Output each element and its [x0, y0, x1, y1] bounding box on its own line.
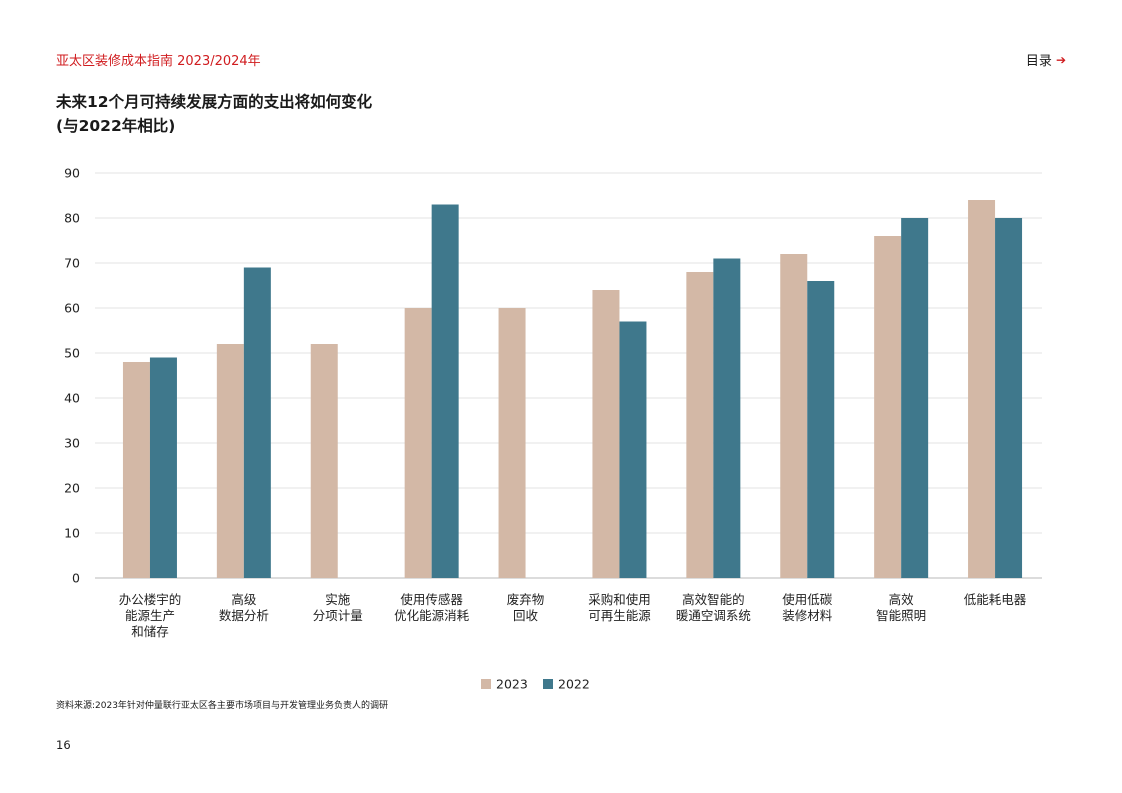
bar-2023-4 — [498, 308, 526, 578]
table-of-contents-link[interactable]: 目录 ➔ — [1025, 50, 1066, 70]
bar-2023-9 — [968, 200, 996, 578]
y-tick-label: 40 — [64, 391, 80, 406]
bar-2023-8 — [874, 236, 902, 578]
y-tick-label: 70 — [64, 256, 80, 271]
page-number: 16 — [56, 738, 71, 752]
bar-2023-7 — [780, 254, 808, 578]
bar-2022-6 — [713, 258, 741, 578]
category-label: 和储存 — [131, 624, 169, 639]
legend-label-2023: 2023 — [496, 677, 528, 692]
category-label: 废弃物 — [507, 592, 545, 607]
category-label: 使用低碳 — [782, 592, 833, 607]
toc-label: 目录 — [1025, 54, 1052, 69]
category-label: 能源生产 — [125, 608, 175, 623]
category-label: 低能耗电器 — [964, 592, 1027, 607]
category-label: 可再生能源 — [588, 608, 651, 623]
category-label: 使用传感器 — [400, 592, 463, 607]
category-label: 分项计量 — [313, 608, 363, 623]
bar-2022-7 — [807, 281, 835, 578]
chart-title-line-1: 未来12个月可持续发展方面的支出将如何变化 — [56, 93, 373, 111]
legend-swatch-2023 — [481, 679, 491, 689]
y-tick-label: 50 — [64, 346, 80, 361]
y-tick-label: 30 — [64, 436, 80, 451]
y-tick-label: 20 — [64, 481, 80, 496]
source-note: 资料来源:2023年针对仲量联行亚太区各主要市场项目与开发管理业务负责人的调研 — [56, 701, 388, 711]
category-label: 办公楼宇的 — [119, 592, 182, 607]
chart-title: 未来12个月可持续发展方面的支出将如何变化 (与2022年相比) — [56, 90, 372, 138]
bar-2022-3 — [431, 204, 459, 578]
y-tick-label: 0 — [72, 571, 80, 586]
category-label: 优化能源消耗 — [394, 608, 470, 623]
bar-2022-0 — [149, 357, 177, 578]
bar-2023-1 — [216, 344, 244, 578]
arrow-right-icon: ➔ — [1055, 52, 1066, 67]
category-label: 装修材料 — [782, 608, 833, 623]
bar-2022-9 — [995, 218, 1023, 578]
category-label: 回收 — [513, 608, 539, 623]
legend-swatch-2022 — [543, 679, 553, 689]
bar-2023-6 — [686, 272, 714, 578]
category-label: 数据分析 — [219, 608, 269, 623]
category-label: 高效 — [889, 592, 915, 607]
chart-title-line-2: (与2022年相比) — [56, 117, 176, 135]
category-label: 高效智能的 — [682, 592, 745, 607]
category-label: 实施 — [325, 592, 351, 607]
bar-2023-0 — [122, 362, 150, 578]
bar-2023-2 — [310, 344, 338, 578]
bar-2022-5 — [619, 321, 647, 578]
bar-2022-1 — [243, 267, 271, 578]
category-label: 智能照明 — [876, 608, 926, 623]
y-tick-label: 90 — [64, 166, 80, 181]
y-tick-label: 10 — [64, 526, 80, 541]
y-tick-label: 80 — [64, 211, 80, 226]
y-tick-label: 60 — [64, 301, 80, 316]
category-label: 高级 — [231, 592, 257, 607]
category-label: 采购和使用 — [588, 592, 651, 607]
legend-label-2022: 2022 — [558, 677, 590, 692]
document-title: 亚太区装修成本指南 2023/2024年 — [56, 54, 261, 69]
bar-2023-5 — [592, 290, 620, 578]
category-label: 暖通空调系统 — [676, 608, 751, 623]
bar-2023-3 — [404, 308, 432, 578]
bar-2022-8 — [901, 218, 929, 578]
